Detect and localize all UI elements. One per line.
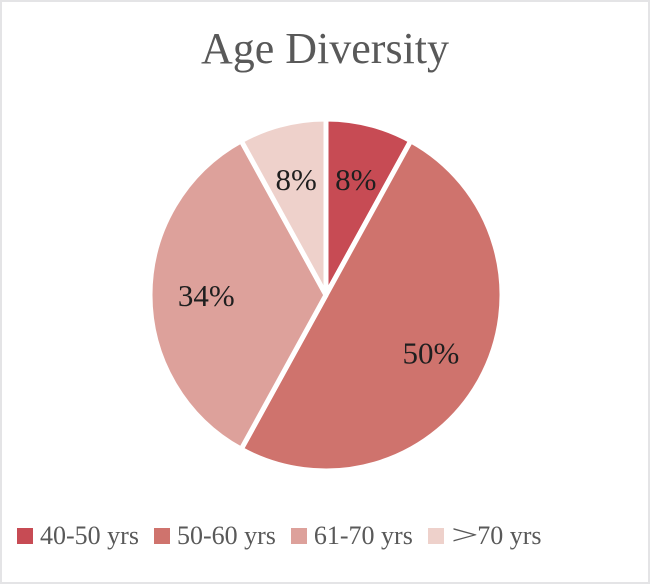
- pie-slice-3: [238, 116, 329, 298]
- legend-item-over-70-yrs: >70 yrs: [427, 520, 542, 551]
- pie-slice-label-0: 8%: [335, 162, 376, 197]
- legend: 40-50 yrs 50-60 yrs 61-70 yrs >70 yrs: [17, 518, 542, 554]
- legend-label-over-70-yrs: >70 yrs: [450, 520, 542, 551]
- greater-than-glyph: >: [450, 520, 479, 551]
- pie-slice-1: [238, 138, 505, 474]
- chart-title: Age Diversity: [200, 24, 450, 73]
- legend-marker-40-50-yrs: [17, 528, 33, 544]
- pie-slice-label-1: 50%: [402, 336, 459, 371]
- legend-marker-over-70-yrs: [427, 527, 444, 544]
- legend-marker-50-60-yrs: [153, 528, 170, 544]
- legend-label-40-50-yrs: 40-50 yrs: [40, 521, 139, 550]
- pie-slice-label-3: 8%: [276, 162, 317, 197]
- legend-label-50-60-yrs: 50-60 yrs: [176, 521, 276, 550]
- legend-item-40-50-yrs: 40-50 yrs: [17, 523, 139, 549]
- legend-label-61-70-yrs: 61-70 yrs: [313, 521, 413, 550]
- legend-item-50-60-yrs: 50-60 yrs: [153, 521, 276, 550]
- legend-marker-61-70-yrs: [290, 528, 307, 544]
- pie-slice-label-2: 34%: [178, 278, 235, 313]
- legend-item-61-70-yrs: 61-70 yrs: [290, 521, 413, 550]
